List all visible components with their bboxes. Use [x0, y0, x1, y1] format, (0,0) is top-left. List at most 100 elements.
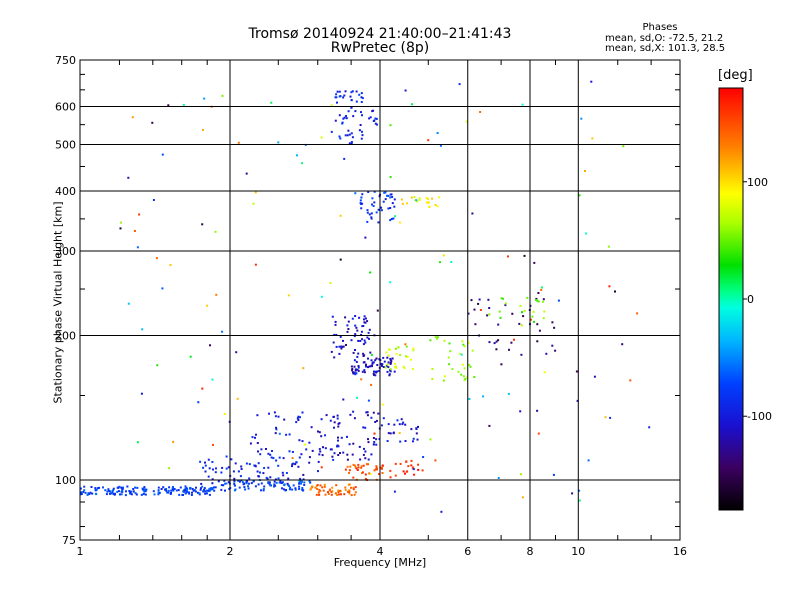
data-point: [363, 318, 365, 321]
data-point: [257, 462, 260, 465]
data-point: [320, 295, 323, 298]
data-point: [360, 466, 363, 469]
data-point: [382, 417, 385, 420]
data-point: [291, 488, 294, 491]
data-point: [429, 339, 432, 342]
data-point: [508, 348, 510, 351]
data-point: [156, 364, 159, 367]
data-point: [380, 362, 383, 365]
data-point: [342, 451, 345, 454]
data-point: [301, 162, 303, 165]
data-point: [254, 485, 257, 488]
data-point: [196, 491, 199, 494]
data-point: [79, 493, 82, 496]
data-point: [370, 359, 373, 362]
data-point: [204, 464, 207, 467]
data-point: [488, 307, 491, 309]
x-tick-label: 4: [377, 545, 384, 558]
data-point: [298, 439, 301, 442]
data-point: [415, 199, 418, 202]
data-point: [332, 458, 335, 461]
data-point: [370, 416, 373, 419]
data-point: [415, 427, 418, 430]
data-point: [373, 373, 375, 376]
data-point: [523, 310, 526, 312]
data-point: [274, 432, 277, 435]
data-point: [134, 486, 137, 489]
data-point: [439, 261, 441, 264]
data-point: [299, 477, 302, 480]
data-point: [169, 264, 172, 266]
chart-title: Tromsø 20140924 21:40:00–21:41:43: [248, 26, 512, 42]
data-point: [245, 462, 248, 465]
data-point: [249, 442, 252, 445]
data-point: [461, 340, 464, 343]
data-point: [372, 372, 375, 375]
data-point: [364, 426, 367, 429]
data-point: [360, 96, 363, 99]
data-point: [151, 121, 154, 124]
data-point: [393, 423, 396, 426]
data-point: [405, 355, 407, 358]
data-point: [245, 482, 248, 485]
data-point: [168, 467, 171, 470]
data-point: [458, 352, 461, 355]
data-point: [317, 430, 319, 433]
data-point: [521, 496, 524, 499]
data-point: [411, 368, 414, 371]
data-point: [353, 335, 356, 338]
data-point: [114, 492, 116, 495]
data-point: [374, 374, 377, 377]
data-point: [360, 333, 363, 336]
data-point: [207, 489, 210, 492]
data-point: [355, 360, 358, 363]
data-point: [243, 486, 246, 489]
data-point: [341, 122, 344, 125]
data-point: [324, 434, 326, 437]
data-point: [289, 486, 292, 489]
data-point: [374, 421, 377, 423]
data-point: [311, 485, 314, 488]
data-point: [336, 90, 339, 93]
data-point: [325, 414, 328, 417]
data-point: [363, 339, 366, 342]
data-point: [520, 324, 523, 327]
data-point: [102, 486, 104, 489]
data-point: [354, 110, 357, 113]
data-point: [375, 465, 378, 468]
data-point: [361, 134, 364, 137]
data-point: [310, 426, 313, 429]
data-point: [279, 480, 282, 483]
data-point: [239, 475, 242, 478]
data-point: [355, 467, 358, 470]
data-point: [112, 489, 115, 491]
data-point: [157, 486, 160, 489]
data-point: [263, 467, 266, 469]
data-point: [337, 439, 339, 442]
data-point: [168, 486, 171, 489]
data-point: [367, 399, 370, 402]
data-point: [373, 432, 376, 435]
data-point: [346, 134, 349, 137]
data-point: [207, 458, 210, 461]
data-point: [330, 493, 333, 496]
data-point: [369, 473, 372, 475]
data-point: [269, 453, 272, 456]
data-point: [443, 339, 446, 342]
data-point: [323, 483, 326, 486]
y-tick-label: 750: [55, 54, 76, 67]
data-point: [520, 473, 522, 476]
data-point: [482, 395, 485, 398]
data-point: [344, 90, 347, 93]
data-point: [342, 96, 345, 99]
data-point: [425, 201, 428, 204]
data-point: [343, 116, 346, 119]
data-point: [343, 493, 346, 496]
data-point: [389, 176, 392, 178]
data-point: [360, 330, 363, 333]
data-point: [402, 365, 405, 368]
data-point: [351, 90, 354, 93]
data-point: [374, 370, 377, 373]
data-point: [372, 120, 375, 122]
